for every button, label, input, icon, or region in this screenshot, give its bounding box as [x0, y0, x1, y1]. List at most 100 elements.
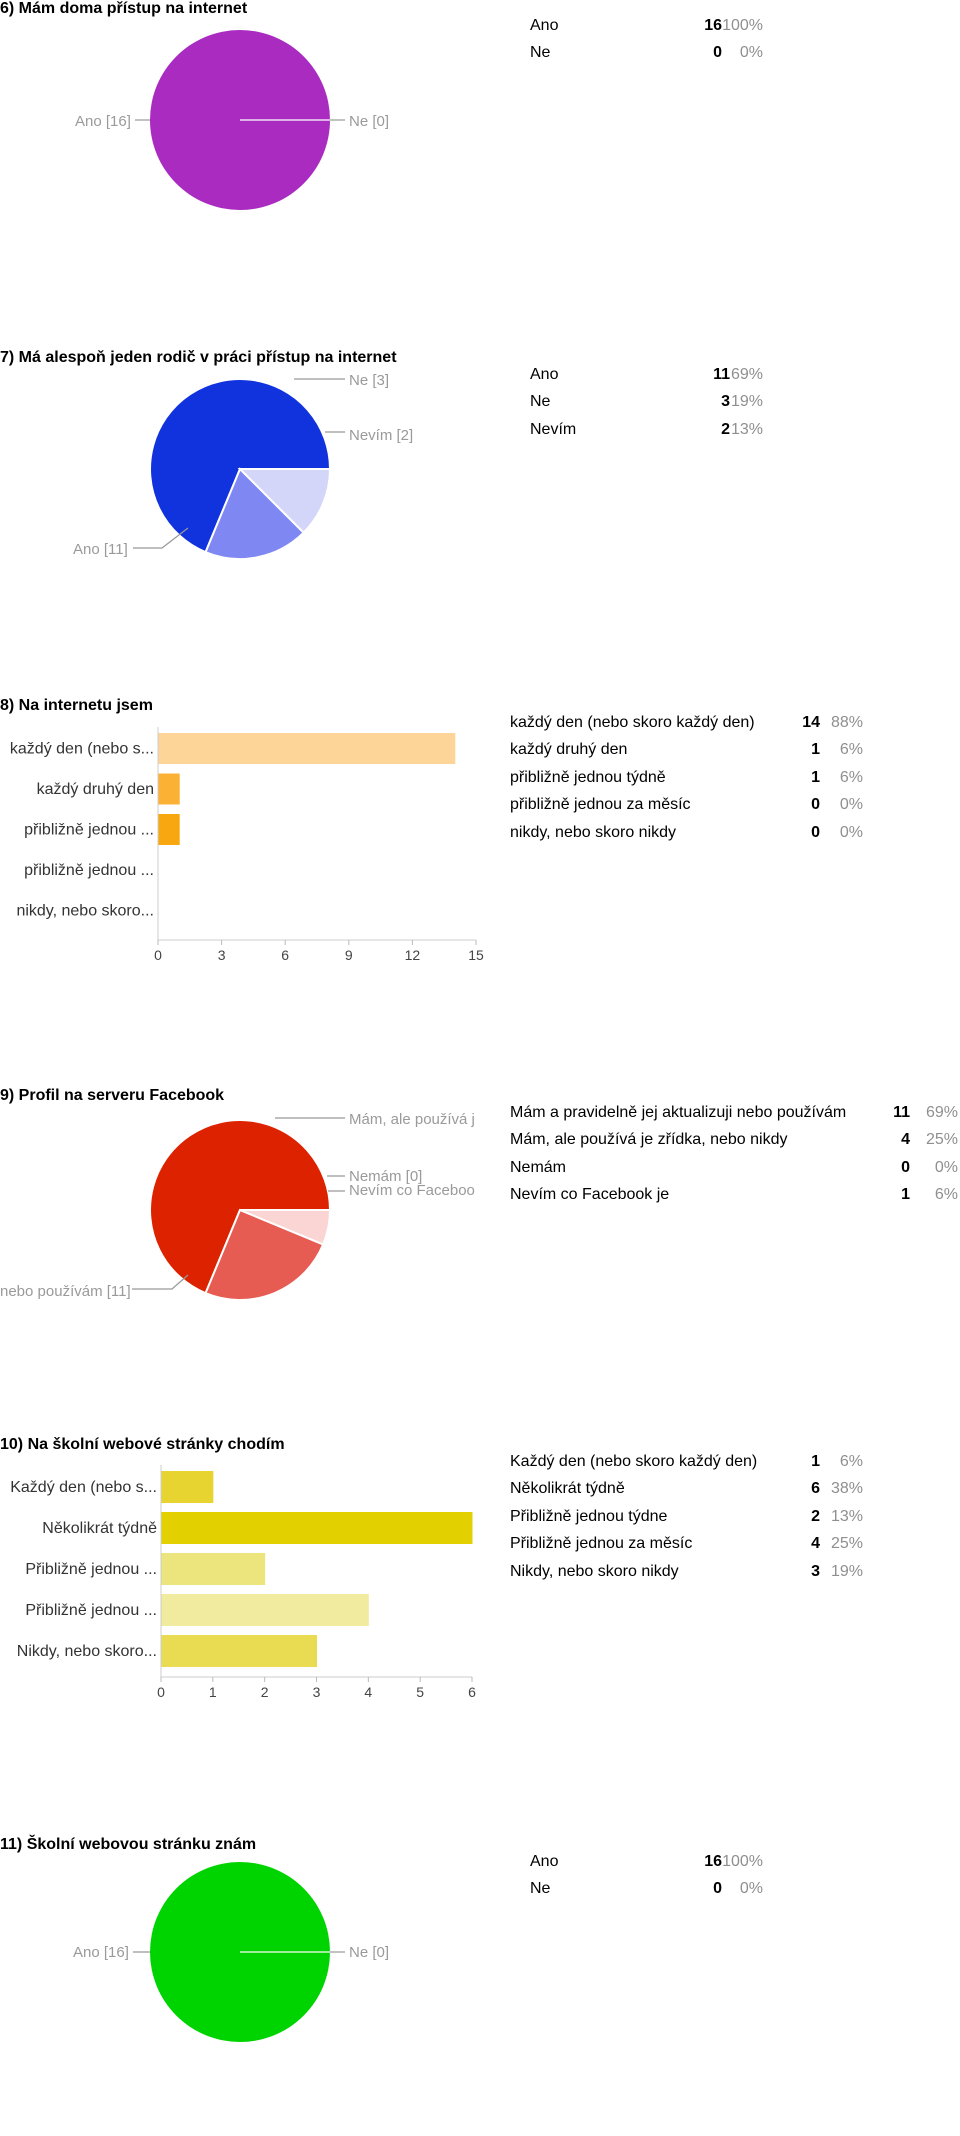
x-tick-label: 4: [364, 1684, 372, 1700]
question-title: 6) Mám doma přístup na internet: [0, 0, 248, 17]
answer-count: 0: [713, 1880, 723, 1898]
response-summary-table: Každý den (nebo skoro každý den) 1 6% Někol…: [510, 1448, 863, 1586]
bar[interactable]: [158, 733, 456, 764]
summary-row: Ne 0 0%: [530, 1876, 763, 1904]
leader-line: [133, 527, 189, 549]
x-tick-label: 15: [468, 947, 484, 963]
answer-count: 3: [721, 393, 730, 411]
summary-row: přibližně jednou za měsíc 0 0%: [510, 792, 863, 820]
response-summary-table: Ano 11 69% Ne 3 19% Nevím 2 13%: [530, 361, 763, 444]
x-tick-label: 3: [313, 1684, 321, 1700]
answer-label: Ne: [530, 1880, 551, 1898]
answer-percent: 88%: [830, 713, 863, 731]
bar[interactable]: [161, 1594, 369, 1626]
pie-slice[interactable]: [239, 1209, 332, 1246]
answer-percent: 19%: [730, 393, 763, 411]
summary-row: přibližně jednou týdně 1 6%: [510, 764, 863, 792]
category-label: přibližně jednou ...: [24, 862, 154, 879]
x-tick-label: 6: [468, 1684, 476, 1700]
bar[interactable]: [161, 1635, 318, 1667]
answer-label: přibližně jednou týdně: [510, 768, 666, 786]
summary-row: Ano 16 100%: [530, 12, 763, 40]
answer-percent: 69%: [730, 365, 763, 383]
pie-slice[interactable]: [204, 467, 306, 560]
bar[interactable]: [161, 1471, 214, 1503]
slice-label: Ne [0]: [349, 1944, 389, 1961]
pie-slice[interactable]: [237, 468, 332, 535]
bar[interactable]: [158, 773, 180, 805]
answer-percent: 0%: [839, 823, 863, 841]
summary-row: Nikdy, nebo skoro nikdy 3 19%: [510, 1558, 863, 1586]
answer-percent: 13%: [730, 420, 763, 438]
answer-label: Přibližně jednou týdne: [510, 1507, 668, 1525]
answer-count: 1: [811, 768, 820, 786]
answer-label: Nevím: [530, 420, 577, 438]
answer-label: Přibližně jednou za měsíc: [510, 1535, 693, 1553]
question-title: 8) Na internetu jsem: [0, 697, 153, 714]
category-label: Několikrát týdně: [42, 1520, 157, 1537]
category-label: každý den (nebo s...: [10, 741, 154, 758]
x-tick-label: 12: [405, 947, 421, 963]
answer-percent: 100%: [722, 1852, 763, 1870]
summary-row: Ne 0 0%: [530, 40, 763, 68]
x-tick-label: 9: [345, 947, 353, 963]
slice-label: Ano [16]: [73, 1944, 129, 1961]
answer-label: Nevím co Facebook je: [510, 1186, 670, 1204]
answer-label: Ne: [530, 393, 551, 411]
answer-percent: 100%: [722, 16, 763, 34]
pie-chart: Ano [16] Ne [0]: [73, 1862, 389, 2042]
answer-count: 2: [811, 1507, 820, 1525]
response-summary-table: Ano 16 100% Ne 0 0%: [530, 1848, 763, 1903]
x-tick-label: 0: [157, 1684, 165, 1700]
answer-label: Mám a pravidelně jej aktualizuji nebo po…: [510, 1103, 847, 1121]
answer-percent: 0%: [739, 44, 763, 62]
answer-label: Několikrát týdně: [510, 1480, 625, 1498]
answer-percent: 6%: [934, 1186, 958, 1204]
answer-count: 16: [704, 16, 723, 34]
answer-label: Ano: [530, 365, 559, 383]
answer-count: 16: [704, 1852, 723, 1870]
question-section: 8) Na internetu jsem každý den (nebo skor…: [0, 697, 960, 997]
category-label: Přibližně jednou ...: [25, 1602, 157, 1619]
answer-label: Ano: [530, 1852, 559, 1870]
bar[interactable]: [161, 1512, 473, 1544]
question-section: 11) Školní webovou stránku znám Ano 16 100%…: [0, 1836, 960, 2136]
summary-row: nikdy, nebo skoro nikdy 0 0%: [510, 819, 863, 847]
category-label: nikdy, nebo skoro...: [16, 903, 154, 920]
slice-label: Ne [3]: [349, 372, 389, 389]
answer-count: 2: [721, 420, 730, 438]
summary-row: Nevím 2 13%: [530, 416, 763, 444]
summary-row: Každý den (nebo skoro každý den) 1 6%: [510, 1448, 863, 1476]
pie-slice[interactable]: [149, 378, 332, 554]
answer-count: 0: [901, 1158, 910, 1176]
question-section: 6) Mám doma přístup na internet Ano 16 100%…: [0, 0, 960, 300]
pie-slice[interactable]: [149, 1119, 332, 1295]
summary-row: Mám, ale používá je zřídka, nebo nikdy 4 2…: [510, 1127, 958, 1155]
category-label: přibližně jednou ...: [24, 822, 154, 839]
x-tick-label: 0: [154, 947, 162, 963]
question-section: 9) Profil na serveru Facebook Mám a pravi…: [0, 1087, 960, 1387]
bar[interactable]: [161, 1553, 266, 1585]
answer-count: 0: [811, 823, 820, 841]
answer-label: Každý den (nebo skoro každý den): [510, 1452, 758, 1470]
answer-percent: 69%: [925, 1103, 958, 1121]
x-tick-label: 3: [218, 947, 226, 963]
x-tick-label: 1: [209, 1684, 217, 1700]
summary-row: každý den (nebo skoro každý den) 14 88%: [510, 709, 863, 737]
answer-count: 6: [811, 1480, 820, 1498]
answer-percent: 6%: [839, 1452, 863, 1470]
pie-chart: Ano [11] Ne [3] Nevím [2]: [73, 372, 413, 560]
question-section: 10) Na školní webové stránky chodím Každý…: [0, 1436, 960, 1736]
summary-row: Přibližně jednou za měsíc 4 25%: [510, 1531, 863, 1559]
answer-percent: 13%: [830, 1507, 863, 1525]
summary-row: Ano 11 69%: [530, 361, 763, 389]
answer-label: každý druhý den: [510, 741, 628, 759]
answer-percent: 0%: [839, 796, 863, 814]
pie-chart: nebo používám [11] Mám, ale používá j Nemá…: [0, 1111, 475, 1301]
answer-count: 0: [811, 796, 820, 814]
answer-percent: 25%: [830, 1535, 863, 1553]
answer-label: Ano: [530, 16, 559, 34]
bar[interactable]: [158, 814, 180, 845]
x-tick-label: 5: [416, 1684, 424, 1700]
slice-label: Ano [16]: [75, 113, 131, 130]
